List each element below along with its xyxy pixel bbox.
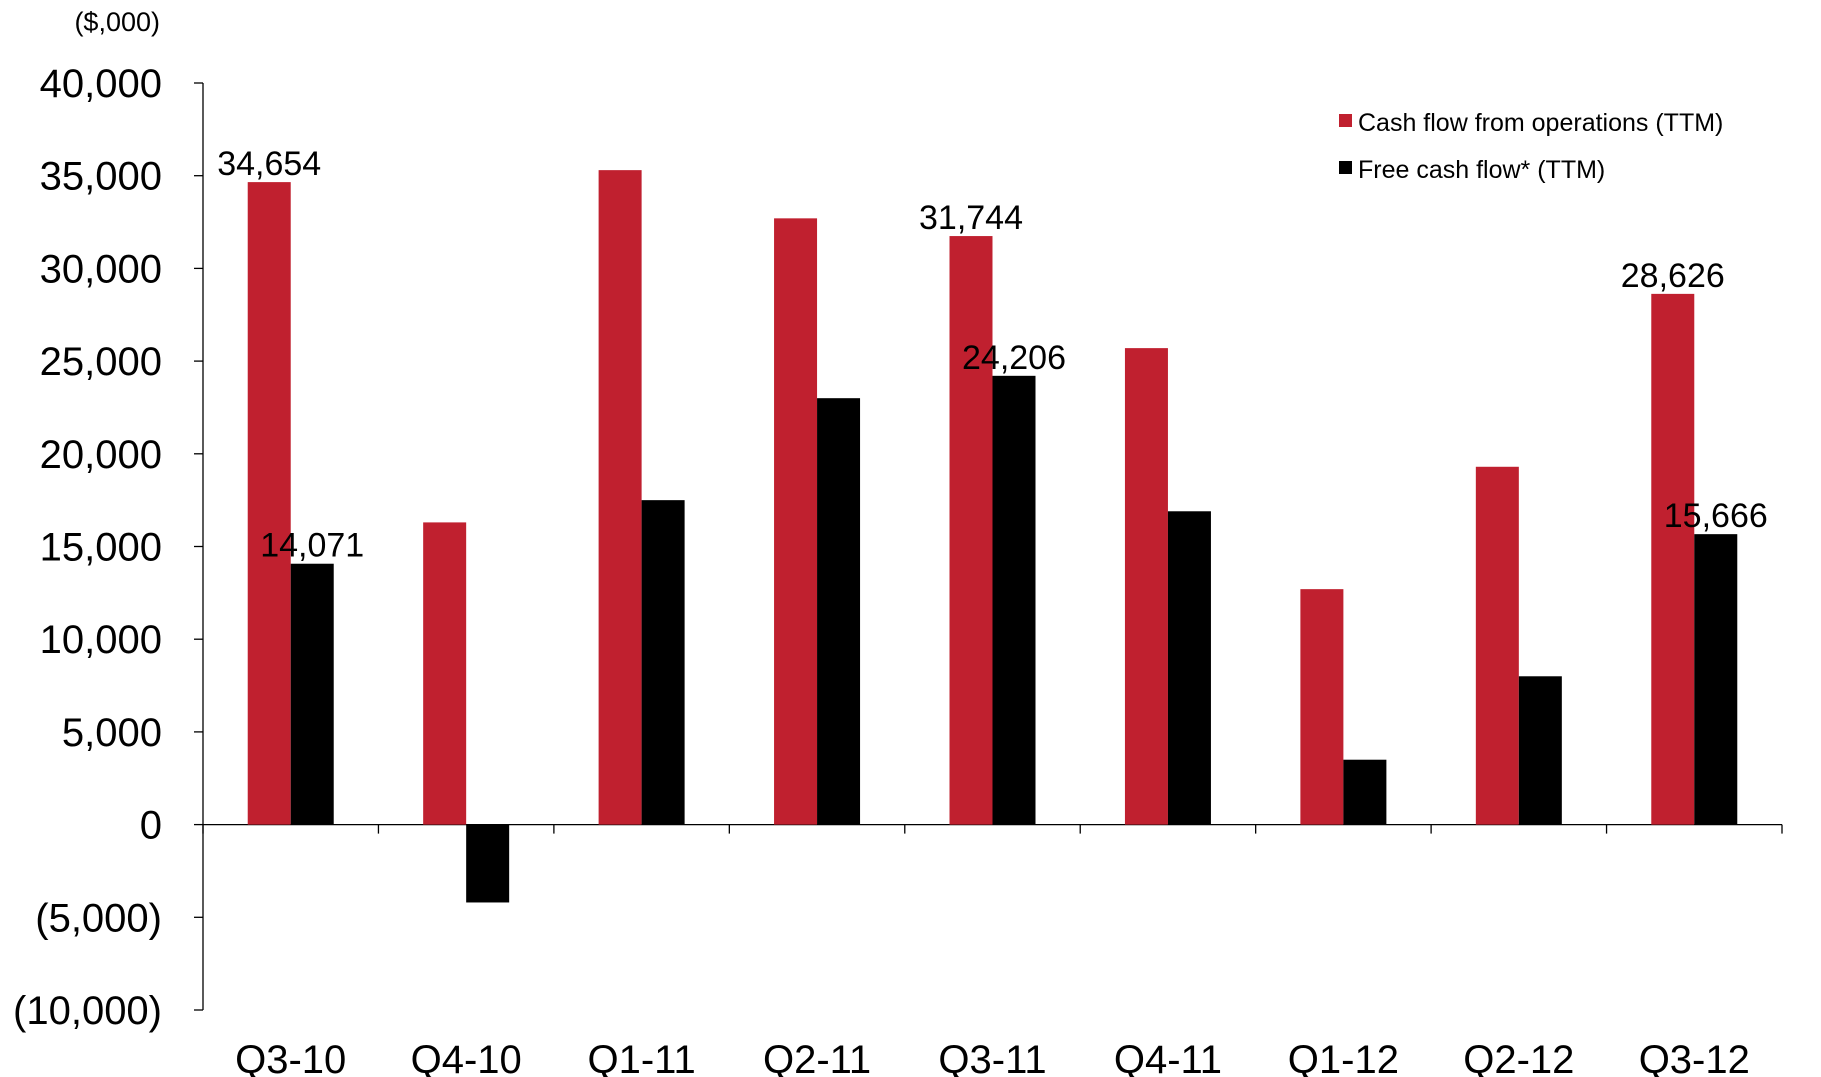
x-category-label: Q3-10	[235, 1038, 346, 1077]
bar-free-cash-flow	[466, 824, 510, 903]
y-tick-label: (5,000)	[35, 896, 162, 940]
legend: Cash flow from operations (TTM) Free cas…	[1339, 109, 1723, 184]
y-tick-label: 30,000	[40, 247, 162, 291]
data-label: 14,071	[260, 527, 364, 565]
data-label: 15,666	[1664, 497, 1768, 535]
bar-cash-flow-from-operations	[774, 218, 818, 825]
bar-cash-flow-from-operations	[1124, 348, 1168, 825]
bar-cash-flow-from-operations	[1475, 466, 1519, 825]
y-tick-label: 40,000	[40, 62, 162, 106]
bar-cash-flow-from-operations	[423, 522, 467, 825]
bar-free-cash-flow	[1518, 676, 1562, 825]
x-category-label: Q1-12	[1288, 1038, 1399, 1077]
bar-free-cash-flow	[1343, 759, 1387, 825]
y-axis-unit-label: ($,000)	[74, 7, 160, 37]
x-category-label: Q3-12	[1639, 1038, 1750, 1077]
y-tick-label: 5,000	[62, 711, 162, 755]
bar-cash-flow-from-operations	[1300, 589, 1344, 825]
bar-cash-flow-from-operations	[598, 170, 642, 825]
bar-cash-flow-from-operations	[247, 182, 291, 825]
legend-swatch-cash-flow-from-operations	[1339, 114, 1352, 127]
bar-free-cash-flow	[817, 398, 861, 825]
y-tick-label: 20,000	[40, 433, 162, 477]
y-tick-label: 10,000	[40, 618, 162, 662]
x-category-label: Q4-10	[411, 1038, 522, 1077]
bar-free-cash-flow	[290, 563, 334, 825]
data-label: 24,206	[962, 339, 1066, 377]
y-tick-label: (10,000)	[13, 989, 162, 1033]
y-tick-label: 25,000	[40, 340, 162, 384]
x-axis-labels: Q3-10 Q4-10 Q1-11 Q2-11 Q3-11 Q4-11 Q1-12 Q2-12…	[235, 1038, 1750, 1077]
x-category-label: Q1-11	[588, 1038, 696, 1077]
y-tick-label: 15,000	[40, 526, 162, 570]
x-category-label: Q2-11	[763, 1038, 871, 1077]
data-labels: 34,654 31,744 28,626 14,071 24,206 15,666	[217, 145, 1768, 565]
x-category-label: Q3-11	[938, 1038, 1046, 1077]
bar-free-cash-flow	[1167, 511, 1211, 825]
x-category-label: Q2-12	[1463, 1038, 1574, 1077]
bar-free-cash-flow	[1694, 534, 1738, 825]
data-label: 34,654	[217, 145, 321, 183]
data-label: 31,744	[919, 199, 1023, 237]
legend-swatch-free-cash-flow	[1339, 161, 1352, 174]
y-axis-ticks: 40,000 35,000 30,000 25,000 20,000 15,000 10,0…	[13, 62, 203, 1033]
bar-cash-flow-from-operations	[1651, 293, 1695, 825]
bar-free-cash-flow	[641, 500, 685, 825]
bar-free-cash-flow	[992, 375, 1036, 825]
legend-label-free-cash-flow: Free cash flow* (TTM)	[1358, 156, 1605, 184]
bars	[247, 170, 1738, 903]
legend-label-cash-flow-from-operations: Cash flow from operations (TTM)	[1358, 109, 1723, 137]
x-category-label: Q4-11	[1114, 1038, 1222, 1077]
y-tick-label: 35,000	[40, 155, 162, 199]
y-tick-label: 0	[140, 804, 162, 848]
bar-cash-flow-from-operations	[949, 236, 993, 825]
data-label: 28,626	[1621, 257, 1725, 295]
